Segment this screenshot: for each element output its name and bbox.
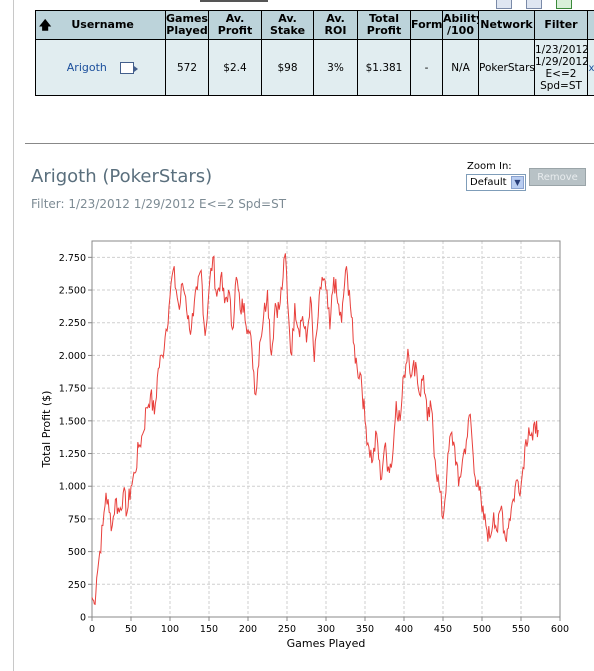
header-av-stake[interactable]: Av. Stake: [261, 10, 314, 40]
x-tick-label: 550: [512, 624, 530, 635]
username-link[interactable]: Arigoth: [66, 61, 107, 74]
y-tick-label: 1.250: [59, 449, 86, 460]
table-row: Arigoth 572 $2.4 $98 3% $1.381 - N/A Pok…: [35, 39, 594, 96]
cell-av-roi: 3%: [313, 39, 358, 96]
x-tick-label: 300: [317, 624, 335, 635]
y-tick-label: 1.000: [59, 482, 86, 493]
cell-form: -: [410, 39, 443, 96]
x-tick-label: 450: [434, 624, 452, 635]
y-tick-label: 0: [80, 613, 86, 624]
save-icon[interactable]: [526, 0, 542, 9]
header-ability[interactable]: Ability/100: [442, 10, 479, 40]
remove-row-link[interactable]: x: [588, 62, 594, 74]
header-form[interactable]: Form: [410, 10, 443, 40]
x-tick-label: 100: [161, 624, 179, 635]
cell-username: Arigoth: [35, 39, 166, 96]
header-av-roi[interactable]: Av. ROI: [313, 10, 358, 40]
y-tick-label: 750: [68, 514, 86, 525]
cell-ability: N/A: [442, 39, 479, 96]
filter-description: Filter: 1/23/2012 1/29/2012 E<=2 Spd=ST: [31, 197, 287, 211]
y-tick-label: 1.500: [59, 416, 86, 427]
cell-games-played: 572: [165, 39, 209, 96]
profit-chart: 0 50 100 150 200 250 300 350 400 450 500 550 600 0 250…: [40, 240, 569, 650]
zoom-select[interactable]: Default ▼: [466, 174, 526, 191]
header-total-profit[interactable]: Total Profit: [357, 10, 411, 40]
x-tick-label: 350: [356, 624, 374, 635]
header-network[interactable]: Network: [478, 10, 535, 40]
remove-button[interactable]: Remove: [529, 168, 586, 186]
x-tick-label: 0: [89, 624, 95, 635]
y-axis-label: Total Profit ($): [40, 391, 53, 469]
y-tick-label: 2.000: [59, 351, 86, 362]
y-tick-label: 2.250: [59, 318, 86, 329]
x-tick-label: 250: [278, 624, 296, 635]
section-divider: [25, 143, 594, 144]
chevron-down-icon[interactable]: ▼: [511, 176, 524, 189]
y-tick-label: 500: [68, 547, 86, 558]
chart-grid: [92, 241, 560, 617]
left-border-line: [13, 0, 14, 671]
y-tick-label: 250: [68, 580, 86, 591]
cell-av-stake: $98: [261, 39, 314, 96]
cell-network: PokerStars: [478, 39, 535, 96]
header-games-played[interactable]: Games Played: [165, 10, 209, 40]
chart-ticks: 0 50 100 150 200 250 300 350 400 450 500 550 600 0 250…: [59, 253, 569, 635]
top-tab-edge: [200, 0, 268, 2]
profit-series-line: [91, 253, 539, 606]
x-axis-label: Games Played: [287, 637, 366, 650]
x-tick-label: 200: [239, 624, 257, 635]
header-spacer: [587, 10, 594, 40]
x-tick-label: 500: [473, 624, 491, 635]
cell-av-profit: $2.4: [208, 39, 262, 96]
header-av-profit[interactable]: Av. Profit: [208, 10, 262, 40]
header-username[interactable]: 🡅 Username: [35, 10, 166, 40]
header-username-label: Username: [71, 18, 134, 31]
grid-view-icon[interactable]: [496, 0, 512, 9]
zoom-label: Zoom In:: [467, 161, 512, 172]
x-tick-label: 150: [200, 624, 218, 635]
notes-icon[interactable]: [120, 62, 139, 74]
header-filter[interactable]: Filter: [534, 10, 588, 40]
zoom-selected-value: Default: [470, 177, 507, 188]
x-tick-label: 50: [125, 624, 137, 635]
cell-filter: 1/23/2012 1/29/2012 E<=2 Spd=ST: [534, 39, 588, 96]
cell-remove: x: [587, 39, 594, 96]
stats-table: 🡅 Username Games Played Av. Profit Av. Stak…: [35, 10, 594, 96]
x-tick-label: 400: [395, 624, 413, 635]
x-tick-label: 600: [551, 624, 569, 635]
cell-total-profit: $1.381: [357, 39, 411, 96]
y-tick-label: 1.750: [59, 384, 86, 395]
refresh-icon[interactable]: [556, 0, 572, 9]
y-tick-label: 2.750: [59, 253, 86, 264]
player-title: Arigoth (PokerStars): [31, 166, 213, 187]
arrow-up-icon[interactable]: 🡅: [39, 18, 52, 32]
y-tick-label: 2.500: [59, 286, 86, 297]
table-header-row: 🡅 Username Games Played Av. Profit Av. Stak…: [35, 10, 594, 40]
toolbar-icons: [496, 0, 572, 9]
